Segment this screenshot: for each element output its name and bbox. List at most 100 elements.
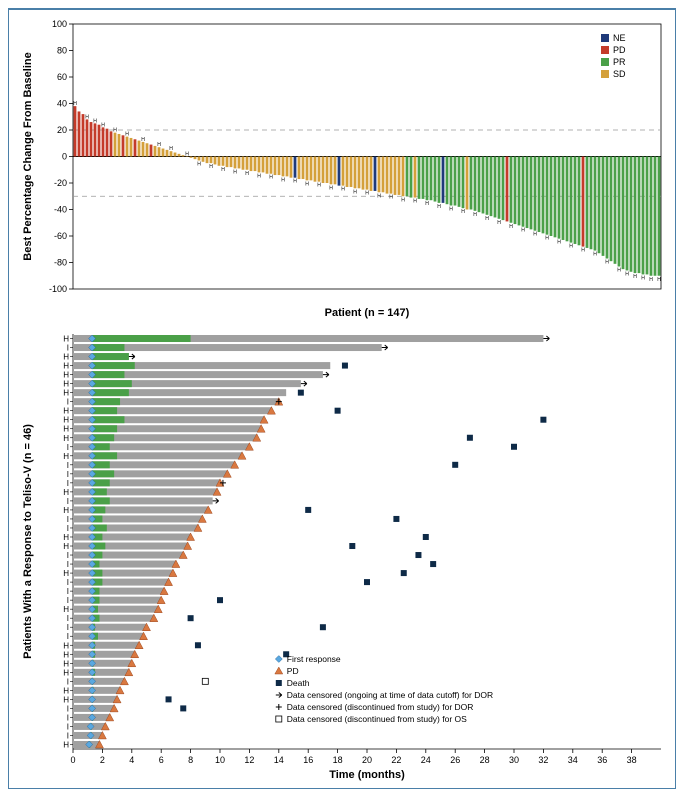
xtick-label: 8	[188, 755, 193, 765]
bar-marker: H	[497, 220, 501, 226]
patient-marker: I	[67, 704, 69, 713]
death-icon	[180, 705, 186, 711]
waterfall-bar	[570, 157, 573, 243]
waterfall-bar	[294, 157, 297, 178]
bar-marker: H	[625, 271, 629, 277]
bar-marker: H	[389, 195, 393, 201]
swimmer-legend-label: First response	[287, 654, 341, 664]
death-icon	[393, 516, 399, 522]
waterfall-bar	[442, 157, 445, 203]
waterfall-bar	[498, 157, 501, 219]
waterfall-bar	[586, 157, 589, 248]
waterfall-bar	[178, 154, 181, 157]
waterfall-bar	[78, 111, 81, 156]
waterfall-bar	[506, 157, 509, 222]
bar-marker: H	[605, 260, 609, 266]
waterfall-bar	[398, 157, 401, 195]
swimmer-bar	[73, 669, 129, 676]
bar-marker: H	[593, 252, 597, 258]
waterfall-bar	[658, 157, 661, 276]
bar-marker: H	[545, 236, 549, 242]
waterfall-bar	[602, 157, 605, 256]
swimmer-bar	[73, 597, 161, 604]
bar-marker: H	[533, 232, 537, 238]
death-icon	[305, 507, 311, 513]
death-icon	[342, 363, 348, 369]
waterfall-bar	[130, 138, 133, 157]
waterfall-bar	[646, 157, 649, 275]
patient-marker: H	[63, 371, 69, 380]
response-bar	[92, 362, 135, 369]
waterfall-bar	[522, 157, 525, 227]
xtick-label: 32	[538, 755, 548, 765]
bar-marker: H	[101, 122, 105, 128]
waterfall-bar	[458, 157, 461, 207]
death-icon	[320, 624, 326, 630]
swimmer-ylabel: Patients With a Response to Teliso-V (n …	[22, 424, 34, 659]
waterfall-bar	[510, 157, 513, 223]
arrow-icon	[301, 381, 307, 386]
waterfall-bar	[550, 157, 553, 237]
response-bar	[92, 389, 129, 396]
xtick-label: 12	[244, 755, 254, 765]
patient-marker: H	[63, 380, 69, 389]
waterfall-bar	[270, 157, 273, 174]
waterfall-bar	[426, 157, 429, 201]
waterfall-bar	[290, 157, 293, 178]
legend-swatch	[601, 58, 609, 66]
waterfall-bar	[450, 157, 453, 206]
bar-marker: H	[93, 118, 97, 124]
waterfall-bar	[490, 157, 493, 217]
waterfall-bar	[414, 157, 417, 198]
bar-marker: H	[293, 179, 297, 185]
legend-swatch	[601, 46, 609, 54]
bar-marker: H	[437, 204, 441, 210]
ytick-label: 100	[52, 19, 67, 29]
waterfall-bar	[594, 157, 597, 251]
bar-marker: H	[329, 185, 333, 191]
ytick-label: -60	[54, 231, 67, 241]
waterfall-bar	[546, 157, 549, 235]
bar-marker: H	[209, 164, 213, 170]
xtick-label: 18	[333, 755, 343, 765]
waterfall-bar	[234, 157, 237, 169]
xtick-label: 2	[100, 755, 105, 765]
waterfall-bar	[262, 157, 265, 173]
death-icon	[188, 615, 194, 621]
waterfall-bar	[250, 157, 253, 172]
arrow-icon	[213, 498, 219, 503]
waterfall-bar	[642, 157, 645, 275]
waterfall-bar	[502, 157, 505, 221]
bar-marker: H	[569, 244, 573, 250]
swimmer-bar	[73, 660, 132, 667]
waterfall-bar	[102, 127, 105, 156]
arrow-icon	[323, 372, 329, 377]
death-icon	[335, 408, 341, 414]
ytick-label: -100	[49, 284, 67, 294]
waterfall-bar	[310, 157, 313, 181]
waterfall-bar	[474, 157, 477, 211]
waterfall-bar	[238, 157, 241, 169]
bar-marker: H	[169, 146, 173, 152]
waterfall-bar	[98, 125, 101, 157]
death-icon	[415, 552, 421, 558]
bar-marker: H	[141, 137, 145, 143]
waterfall-bar	[562, 157, 565, 240]
swimmer-bar	[73, 579, 169, 586]
patient-marker: I	[67, 515, 69, 524]
bar-marker: H	[269, 175, 273, 181]
bar-marker: H	[425, 201, 429, 207]
patient-marker: H	[63, 533, 69, 542]
swimmer-bar	[73, 624, 147, 631]
legend-label: PD	[613, 45, 626, 55]
xtick-label: 4	[129, 755, 134, 765]
waterfall-bar	[478, 157, 481, 213]
waterfall-bar	[630, 157, 633, 272]
death-icon	[349, 543, 355, 549]
bar-marker: H	[461, 209, 465, 215]
swimmer-legend-label: Data censored (ongoing at time of data c…	[287, 690, 493, 700]
waterfall-bar	[334, 157, 337, 185]
waterfall-bar	[382, 157, 385, 193]
swimmer-legend-item: Death	[276, 678, 310, 688]
arrow-icon	[382, 345, 388, 350]
